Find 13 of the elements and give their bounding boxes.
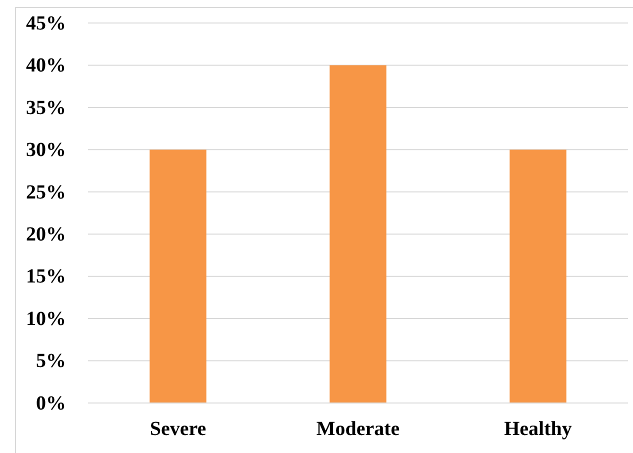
y-tick-label: 5%	[36, 350, 66, 372]
y-tick-label: 0%	[36, 392, 66, 414]
x-tick-label: Moderate	[316, 418, 400, 440]
y-tick-label: 10%	[26, 308, 66, 330]
y-tick-label: 20%	[26, 224, 66, 246]
y-tick-label: 45%	[26, 12, 66, 34]
y-tick-label: 15%	[26, 266, 66, 288]
y-tick-label: 40%	[26, 54, 66, 77]
y-tick-label: 35%	[26, 96, 66, 119]
y-tick-label: 25%	[26, 181, 66, 204]
x-tick-label: Severe	[150, 418, 206, 440]
y-tick-label: 30%	[26, 139, 66, 162]
x-tick-label: Healthy	[504, 418, 572, 440]
